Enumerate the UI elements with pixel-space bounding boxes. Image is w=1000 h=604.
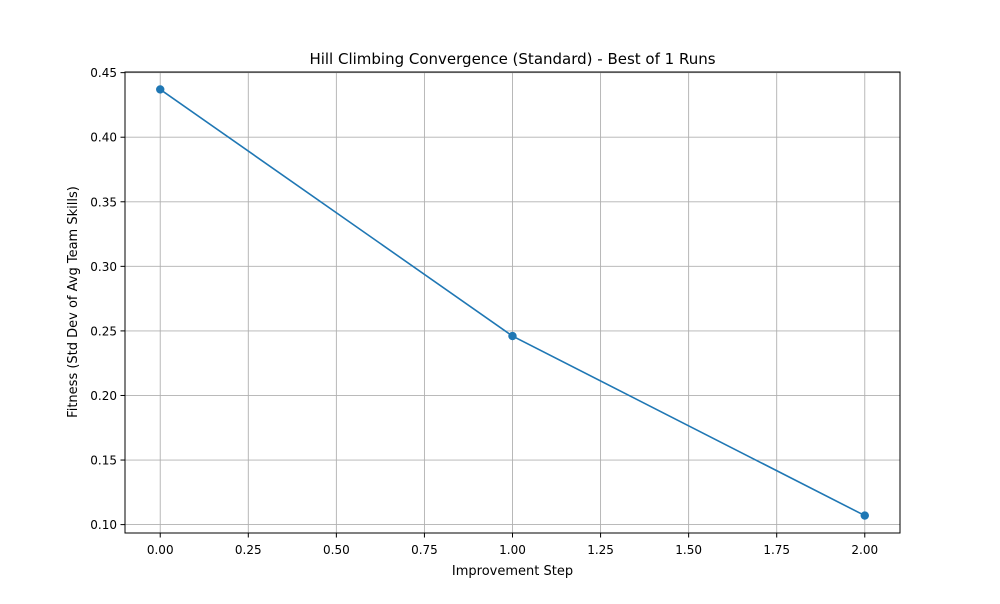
y-axis-label: Fitness (Std Dev of Avg Team Skills) — [66, 186, 81, 418]
series-layer — [156, 85, 869, 520]
x-tick-label: 1.75 — [763, 543, 790, 557]
x-tick-label: 1.25 — [587, 543, 614, 557]
x-tick-label: 0.50 — [323, 543, 350, 557]
y-tick-label: 0.10 — [90, 518, 117, 532]
x-tick-label: 2.00 — [851, 543, 878, 557]
y-tick-label: 0.45 — [90, 66, 117, 80]
y-tick-label: 0.30 — [90, 260, 117, 274]
plot-frame — [124, 71, 901, 534]
data-point — [156, 85, 165, 94]
y-tick-label: 0.35 — [90, 195, 117, 209]
x-tick-label: 1.00 — [499, 543, 526, 557]
y-tick-label: 0.15 — [90, 454, 117, 468]
x-tick-label: 0.75 — [411, 543, 438, 557]
x-tick-label: 1.50 — [675, 543, 702, 557]
y-tick-label: 0.25 — [90, 324, 117, 338]
axis-ticks: 0.00 0.25 0.50 0.75 1.00 1.25 1.50 1.75 2.00 0.10… — [90, 66, 878, 557]
x-tick-label: 0.00 — [147, 543, 174, 557]
y-tick-label: 0.40 — [90, 131, 117, 145]
x-axis-label: Improvement Step — [452, 564, 573, 579]
data-point — [860, 511, 869, 520]
x-tick-label: 0.25 — [235, 543, 262, 557]
chart-title: Hill Climbing Convergence (Standard) - B… — [309, 50, 715, 68]
y-tick-label: 0.20 — [90, 389, 117, 403]
grid — [125, 72, 900, 533]
data-point — [508, 331, 517, 341]
